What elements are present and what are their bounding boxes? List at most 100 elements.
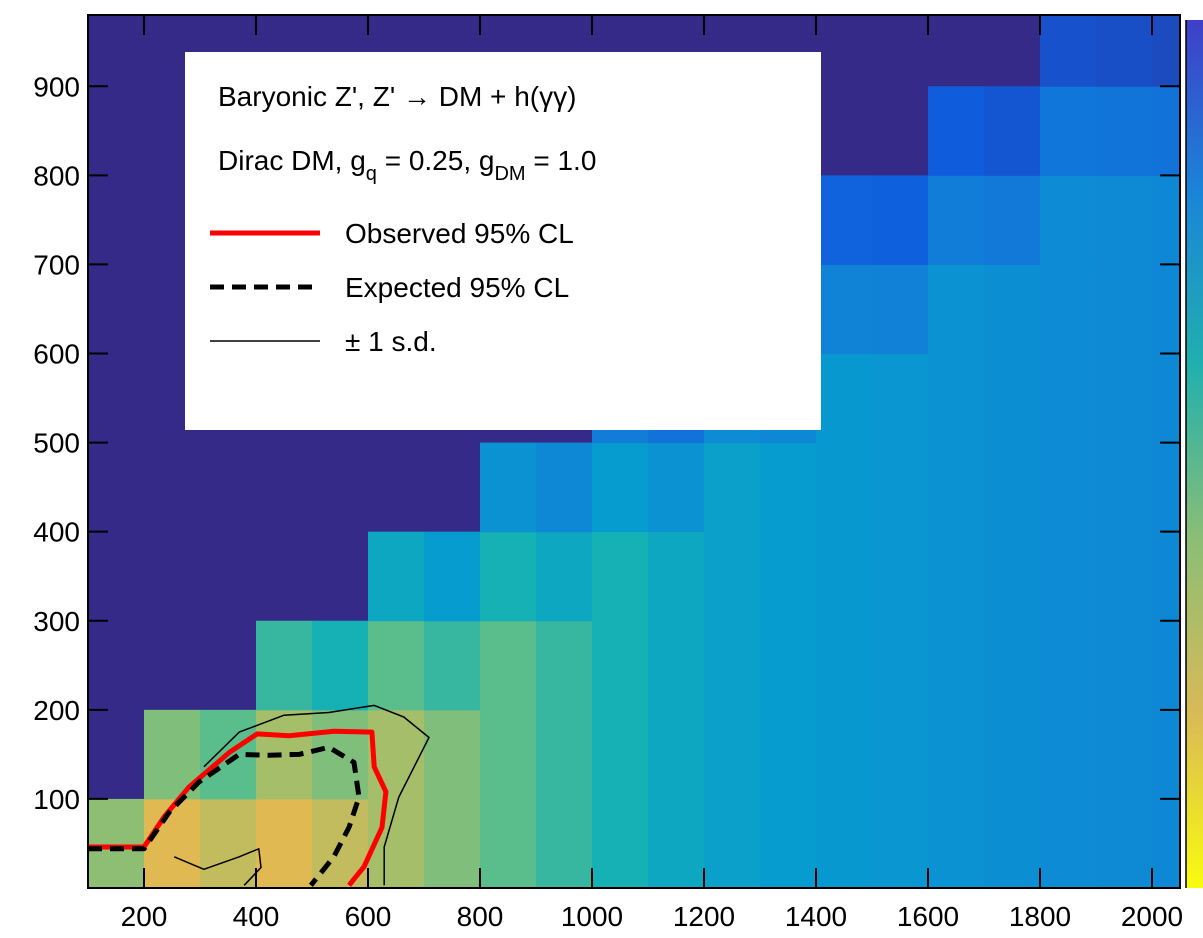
heatmap-cell	[480, 531, 537, 622]
x-tick-label: 400	[233, 901, 280, 932]
heatmap-cell	[256, 620, 313, 711]
heatmap-cell	[1152, 798, 1180, 888]
heatmap-cell	[368, 709, 425, 800]
legend: Baryonic Z', Z' → DM + h(γγ) Dirac DM, g…	[210, 81, 596, 357]
heatmap-cell	[368, 798, 425, 888]
y-tick-label: 500	[33, 428, 80, 459]
heatmap-cell	[872, 620, 929, 711]
y-tick-label: 200	[33, 695, 80, 726]
y-tick-label: 600	[33, 339, 80, 370]
x-tick-label: 1400	[785, 901, 847, 932]
heatmap-cell	[592, 531, 649, 622]
contour-line	[173, 704, 430, 886]
heatmap-cell	[368, 531, 425, 622]
heatmap-cell	[816, 353, 873, 444]
legend-label: ± 1 s.d.	[345, 326, 437, 357]
y-tick-label: 900	[33, 71, 80, 102]
legend-header: Baryonic Z', Z' → DM + h(γγ)	[218, 81, 576, 112]
subheader-part: = 0.25, g	[377, 145, 495, 176]
heatmap-cell	[1096, 442, 1153, 533]
heatmap-cell	[144, 798, 201, 888]
heatmap-cell	[1096, 264, 1153, 355]
heatmap-cell	[816, 442, 873, 533]
heatmap-cell	[1152, 531, 1180, 622]
heatmap-cell	[704, 442, 761, 533]
heatmap-cell	[1152, 709, 1180, 800]
heatmap-cell	[648, 531, 705, 622]
heatmap-cell	[536, 798, 593, 888]
heatmap-cell	[648, 620, 705, 711]
heatmap-cell	[1040, 620, 1097, 711]
heatmap-cell	[760, 709, 817, 800]
y-tick-label: 300	[33, 606, 80, 637]
heatmap-cell	[480, 798, 537, 888]
heatmap-cell	[984, 86, 1041, 176]
x-tick-label: 1800	[1009, 901, 1071, 932]
heatmap-cell	[928, 353, 985, 444]
heatmap-cell	[1040, 442, 1097, 533]
heatmap-cell	[928, 86, 985, 176]
heatmap-cell	[1152, 86, 1180, 176]
heatmap-cell	[816, 798, 873, 888]
heatmap-cell	[704, 798, 761, 888]
heatmap-cell	[1096, 86, 1153, 176]
heatmap-cell	[928, 798, 985, 888]
subheader-part: = 1.0	[526, 145, 597, 176]
x-tick-label: 600	[345, 901, 392, 932]
heatmap-cell	[536, 620, 593, 711]
heatmap-cell	[592, 709, 649, 800]
legend-subheader: Dirac DM, gq = 0.25, gDM = 1.0	[218, 145, 596, 185]
heatmap-cell	[1152, 264, 1180, 355]
y-tick-label: 700	[33, 249, 80, 280]
heatmap-cell	[1152, 620, 1180, 711]
x-tick-label: 200	[121, 901, 168, 932]
heatmap-cell	[872, 264, 929, 355]
heatmap-cell	[872, 442, 929, 533]
heatmap-cell	[1040, 15, 1097, 87]
heatmap-cell	[760, 531, 817, 622]
heatmap	[88, 15, 1180, 888]
heatmap-cell	[592, 798, 649, 888]
y-tick-label: 800	[33, 160, 80, 191]
heatmap-cell	[368, 620, 425, 711]
heatmap-cell	[480, 620, 537, 711]
heatmap-cell	[984, 620, 1041, 711]
legend-label: Expected 95% CL	[345, 272, 569, 303]
heatmap-cell	[928, 264, 985, 355]
heatmap-cell	[536, 531, 593, 622]
heatmap-cell	[704, 709, 761, 800]
heatmap-cell	[1096, 15, 1153, 87]
heatmap-cell	[1040, 798, 1097, 888]
heatmap-cell	[592, 620, 649, 711]
heatmap-cell	[536, 709, 593, 800]
heatmap-cell	[1152, 353, 1180, 444]
heatmap-cell	[760, 620, 817, 711]
heatmap-cell	[648, 798, 705, 888]
heatmap-cell	[816, 709, 873, 800]
heatmap-cell	[1096, 531, 1153, 622]
plot-frame	[87, 14, 1181, 889]
heatmap-cell	[424, 531, 481, 622]
x-tick-label: 1600	[897, 901, 959, 932]
heatmap-cell	[984, 264, 1041, 355]
heatmap-cell	[816, 620, 873, 711]
heatmap-cell	[816, 531, 873, 622]
heatmap-cell	[984, 442, 1041, 533]
heatmap-cell	[1040, 709, 1097, 800]
heatmap-cell	[480, 442, 537, 533]
x-tick-label: 1200	[673, 901, 735, 932]
heatmap-cell	[1096, 709, 1153, 800]
colorbar	[1186, 20, 1203, 888]
heatmap-cell	[592, 442, 649, 533]
subheader-subscript: DM	[494, 163, 525, 185]
x-tick-label: 1000	[561, 901, 623, 932]
x-tick-label: 800	[457, 901, 504, 932]
heatmap-cell	[704, 620, 761, 711]
heatmap-cell	[1152, 15, 1180, 87]
contour-line	[88, 744, 362, 887]
heatmap-cell	[816, 175, 873, 265]
legend-box	[185, 52, 821, 430]
heatmap-cell	[88, 798, 145, 888]
heatmap-cell	[872, 709, 929, 800]
